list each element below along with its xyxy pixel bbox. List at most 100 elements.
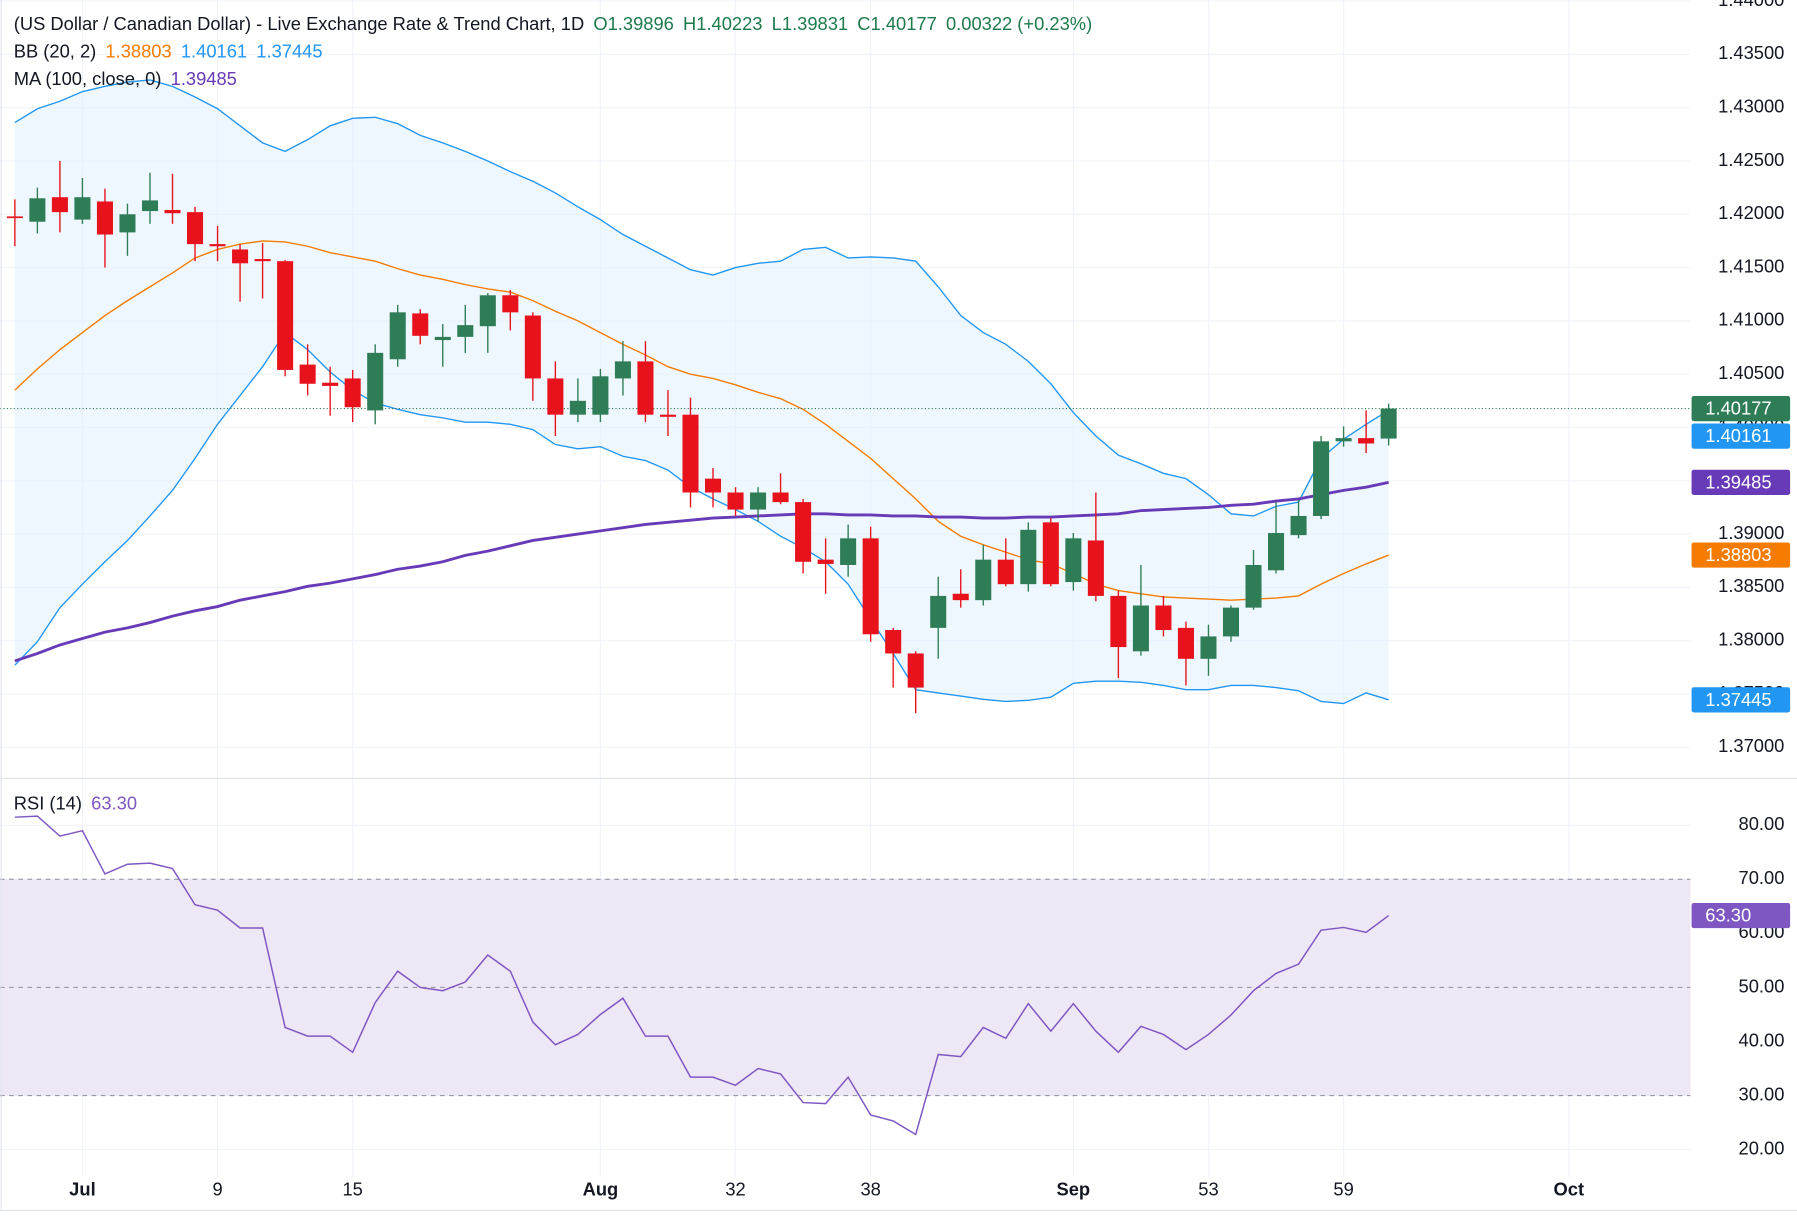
y-tick-label: 1.38500 <box>1718 575 1784 596</box>
x-tick-label: Sep <box>1057 1179 1091 1200</box>
rsi-legend: RSI (14) 63.30 <box>14 792 137 813</box>
overlay-line <box>14 480 1389 663</box>
overlay-line <box>14 79 1390 517</box>
candle-body <box>277 261 294 370</box>
candle-body <box>141 200 159 212</box>
legend-item: H1.40223 <box>683 13 762 34</box>
x-tick-label: 32 <box>725 1179 745 1200</box>
candle-body <box>1380 408 1397 439</box>
overlay-line <box>14 240 1389 601</box>
indicator-legend: BB (20, 2) 1.38803 1.40161 1.37445 <box>14 41 323 62</box>
y-tick-label: 1.43000 <box>1718 96 1784 117</box>
candle-body <box>209 244 226 247</box>
candle-body <box>704 478 722 493</box>
candle-body <box>1132 605 1149 652</box>
x-tick-label: Jul <box>69 1179 95 1200</box>
indicator-legend: MA (100, close, 0) 1.39485 <box>14 68 237 89</box>
legend-item: (US Dollar / Canadian Dollar) - Live Exc… <box>14 13 584 34</box>
candle-body <box>862 538 879 635</box>
candle-body <box>997 559 1014 585</box>
candle-body <box>29 198 46 222</box>
candle-body <box>1020 529 1037 585</box>
candle-body <box>772 492 789 503</box>
candle-body <box>727 492 744 510</box>
candle-body <box>299 364 316 384</box>
y-tick-label: 20.00 <box>1739 1137 1785 1158</box>
legend-item: 0.00322 (+0.23%) <box>946 13 1092 34</box>
candle-body <box>750 492 767 510</box>
price-tag <box>1691 423 1791 449</box>
x-tick-label: 53 <box>1198 1179 1218 1200</box>
candle-body <box>6 216 23 219</box>
candle-body <box>1177 627 1194 659</box>
candle-body <box>907 653 924 688</box>
legend-item: L1.39831 <box>772 13 848 34</box>
price-tag-label: 1.40177 <box>1705 398 1771 419</box>
y-tick-label: 1.37000 <box>1718 735 1784 756</box>
candle-body <box>569 400 586 415</box>
candle-body <box>344 378 361 408</box>
legend-item: 1.38803 <box>105 41 171 62</box>
candle-body <box>51 197 68 213</box>
y-tick-label: 1.42000 <box>1718 202 1784 223</box>
candle-body <box>614 361 631 379</box>
candle-body <box>412 313 429 336</box>
candle-body <box>682 414 699 493</box>
price-tag-label: 1.39485 <box>1705 471 1771 492</box>
legend-item: 1.39485 <box>171 68 237 89</box>
rsi-line <box>14 815 1390 1136</box>
x-tick-label: 9 <box>212 1179 222 1200</box>
price-tag <box>1691 542 1791 568</box>
candle-body <box>795 502 812 562</box>
candle-body <box>1358 438 1375 444</box>
legend-item: 1.37445 <box>256 41 322 62</box>
price-tag <box>1691 395 1791 422</box>
y-tick-label: 1.43500 <box>1718 42 1784 63</box>
y-tick-label: 80.00 <box>1739 813 1785 834</box>
candle-body <box>840 538 857 565</box>
candle-body <box>479 295 496 327</box>
candle-body <box>1065 538 1082 583</box>
y-tick-label: 1.44000 <box>1718 0 1784 10</box>
candle-body <box>1335 438 1352 442</box>
candle-body <box>367 352 384 411</box>
x-tick-label: Aug <box>583 1179 619 1200</box>
candle-body <box>96 201 113 235</box>
candle-body <box>817 559 834 564</box>
y-tick-label: 1.41500 <box>1718 255 1784 276</box>
candle-body <box>1290 515 1307 536</box>
candle-body <box>1042 522 1059 585</box>
candle-body <box>637 361 654 415</box>
candle-body <box>1200 636 1217 659</box>
candle-body <box>975 559 992 601</box>
overlay-line <box>14 331 1389 705</box>
y-tick-label: 50.00 <box>1739 975 1785 996</box>
y-tick-label: 1.42500 <box>1718 149 1784 170</box>
y-tick-label: 70.00 <box>1739 867 1785 888</box>
candle-body <box>1268 533 1285 571</box>
candle-body <box>1155 605 1172 631</box>
candle-body <box>502 295 519 313</box>
header: (US Dollar / Canadian Dollar) - Live Exc… <box>14 13 1092 34</box>
candle-body <box>592 376 609 415</box>
y-tick-label: 1.41000 <box>1718 309 1784 330</box>
price-tag-label: 63.30 <box>1705 905 1751 926</box>
candle-body <box>254 259 271 262</box>
y-tick-label: 1.39000 <box>1718 522 1784 543</box>
legend-item: C1.40177 <box>857 13 936 34</box>
y-tick-label: 30.00 <box>1739 1083 1785 1104</box>
candle-body <box>885 630 902 654</box>
candle-body <box>389 312 406 360</box>
candle-body <box>1222 607 1240 637</box>
candle-body <box>1245 564 1262 608</box>
x-tick-label: 59 <box>1333 1179 1353 1200</box>
price-tag <box>1691 687 1791 713</box>
legend-item: 1.40161 <box>181 41 247 62</box>
candle-body <box>119 214 136 233</box>
candle-body <box>1087 540 1104 596</box>
price-tag-label: 1.37445 <box>1705 689 1771 710</box>
y-tick-label: 1.38000 <box>1718 629 1784 650</box>
candle-body <box>74 197 91 220</box>
